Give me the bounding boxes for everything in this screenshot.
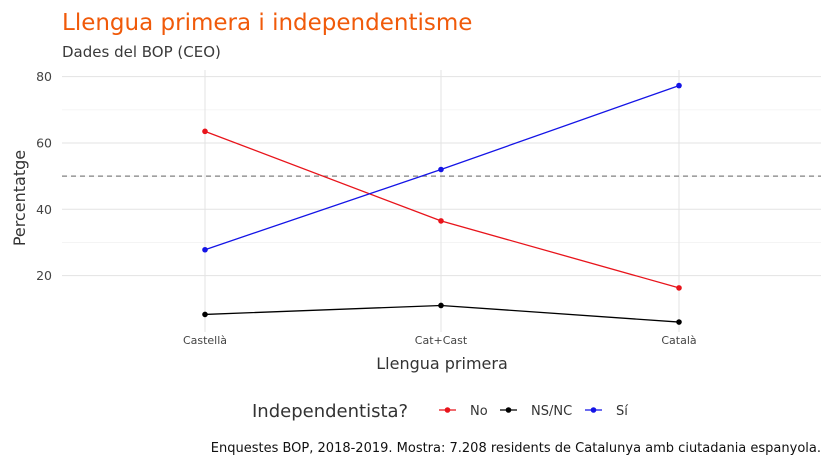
legend-label: Sí: [616, 404, 628, 419]
y-tick-label: 80: [36, 69, 52, 84]
x-axis-title: Llengua primera: [376, 354, 508, 373]
legend-label: NS/NC: [531, 404, 572, 419]
chart-title: Llengua primera i independentisme: [62, 10, 472, 36]
y-tick-label: 20: [36, 268, 52, 283]
legend-title: Independentista?: [252, 401, 408, 422]
legend-item-no: No: [439, 404, 488, 419]
chart-subtitle: Dades del BOP (CEO): [62, 43, 221, 61]
legend-key-point: [590, 407, 597, 413]
x-tick-label: Cat+Cast: [415, 334, 468, 347]
data-points: [202, 82, 682, 325]
legend-label: No: [470, 404, 488, 419]
data-point-s-: [202, 246, 208, 253]
caption: Enquestes BOP, 2018-2019. Mostra: 7.208 …: [211, 441, 821, 456]
x-tick-label: Castellà: [183, 334, 227, 347]
x-tick-label: Català: [661, 334, 696, 347]
legend-items: No NS/NC Sí: [439, 404, 628, 419]
series-lines: [204, 84, 680, 323]
x-tick-labels: Castellà Cat+Cast Català: [183, 334, 697, 347]
y-axis-title: Percentatge: [10, 150, 29, 246]
data-point-s-: [676, 82, 682, 89]
gridlines: [62, 70, 821, 332]
data-point-s-: [438, 166, 444, 173]
legend-key-point: [444, 407, 451, 413]
data-point-ns-nc: [676, 319, 682, 325]
data-point-no: [202, 128, 208, 135]
legend-key-point: [505, 407, 512, 413]
legend-item-ns-nc: NS/NC: [500, 404, 572, 419]
y-tick-labels: 20 40 60 80: [36, 69, 52, 283]
data-point-no: [676, 285, 682, 291]
data-point-ns-nc: [438, 302, 444, 309]
legend: Independentista? No NS/NC Sí: [252, 401, 628, 422]
data-point-ns-nc: [202, 311, 208, 318]
data-point-no: [438, 218, 444, 224]
y-tick-label: 40: [36, 202, 52, 217]
legend-item-s-: Sí: [585, 404, 628, 419]
y-tick-label: 60: [36, 135, 52, 150]
